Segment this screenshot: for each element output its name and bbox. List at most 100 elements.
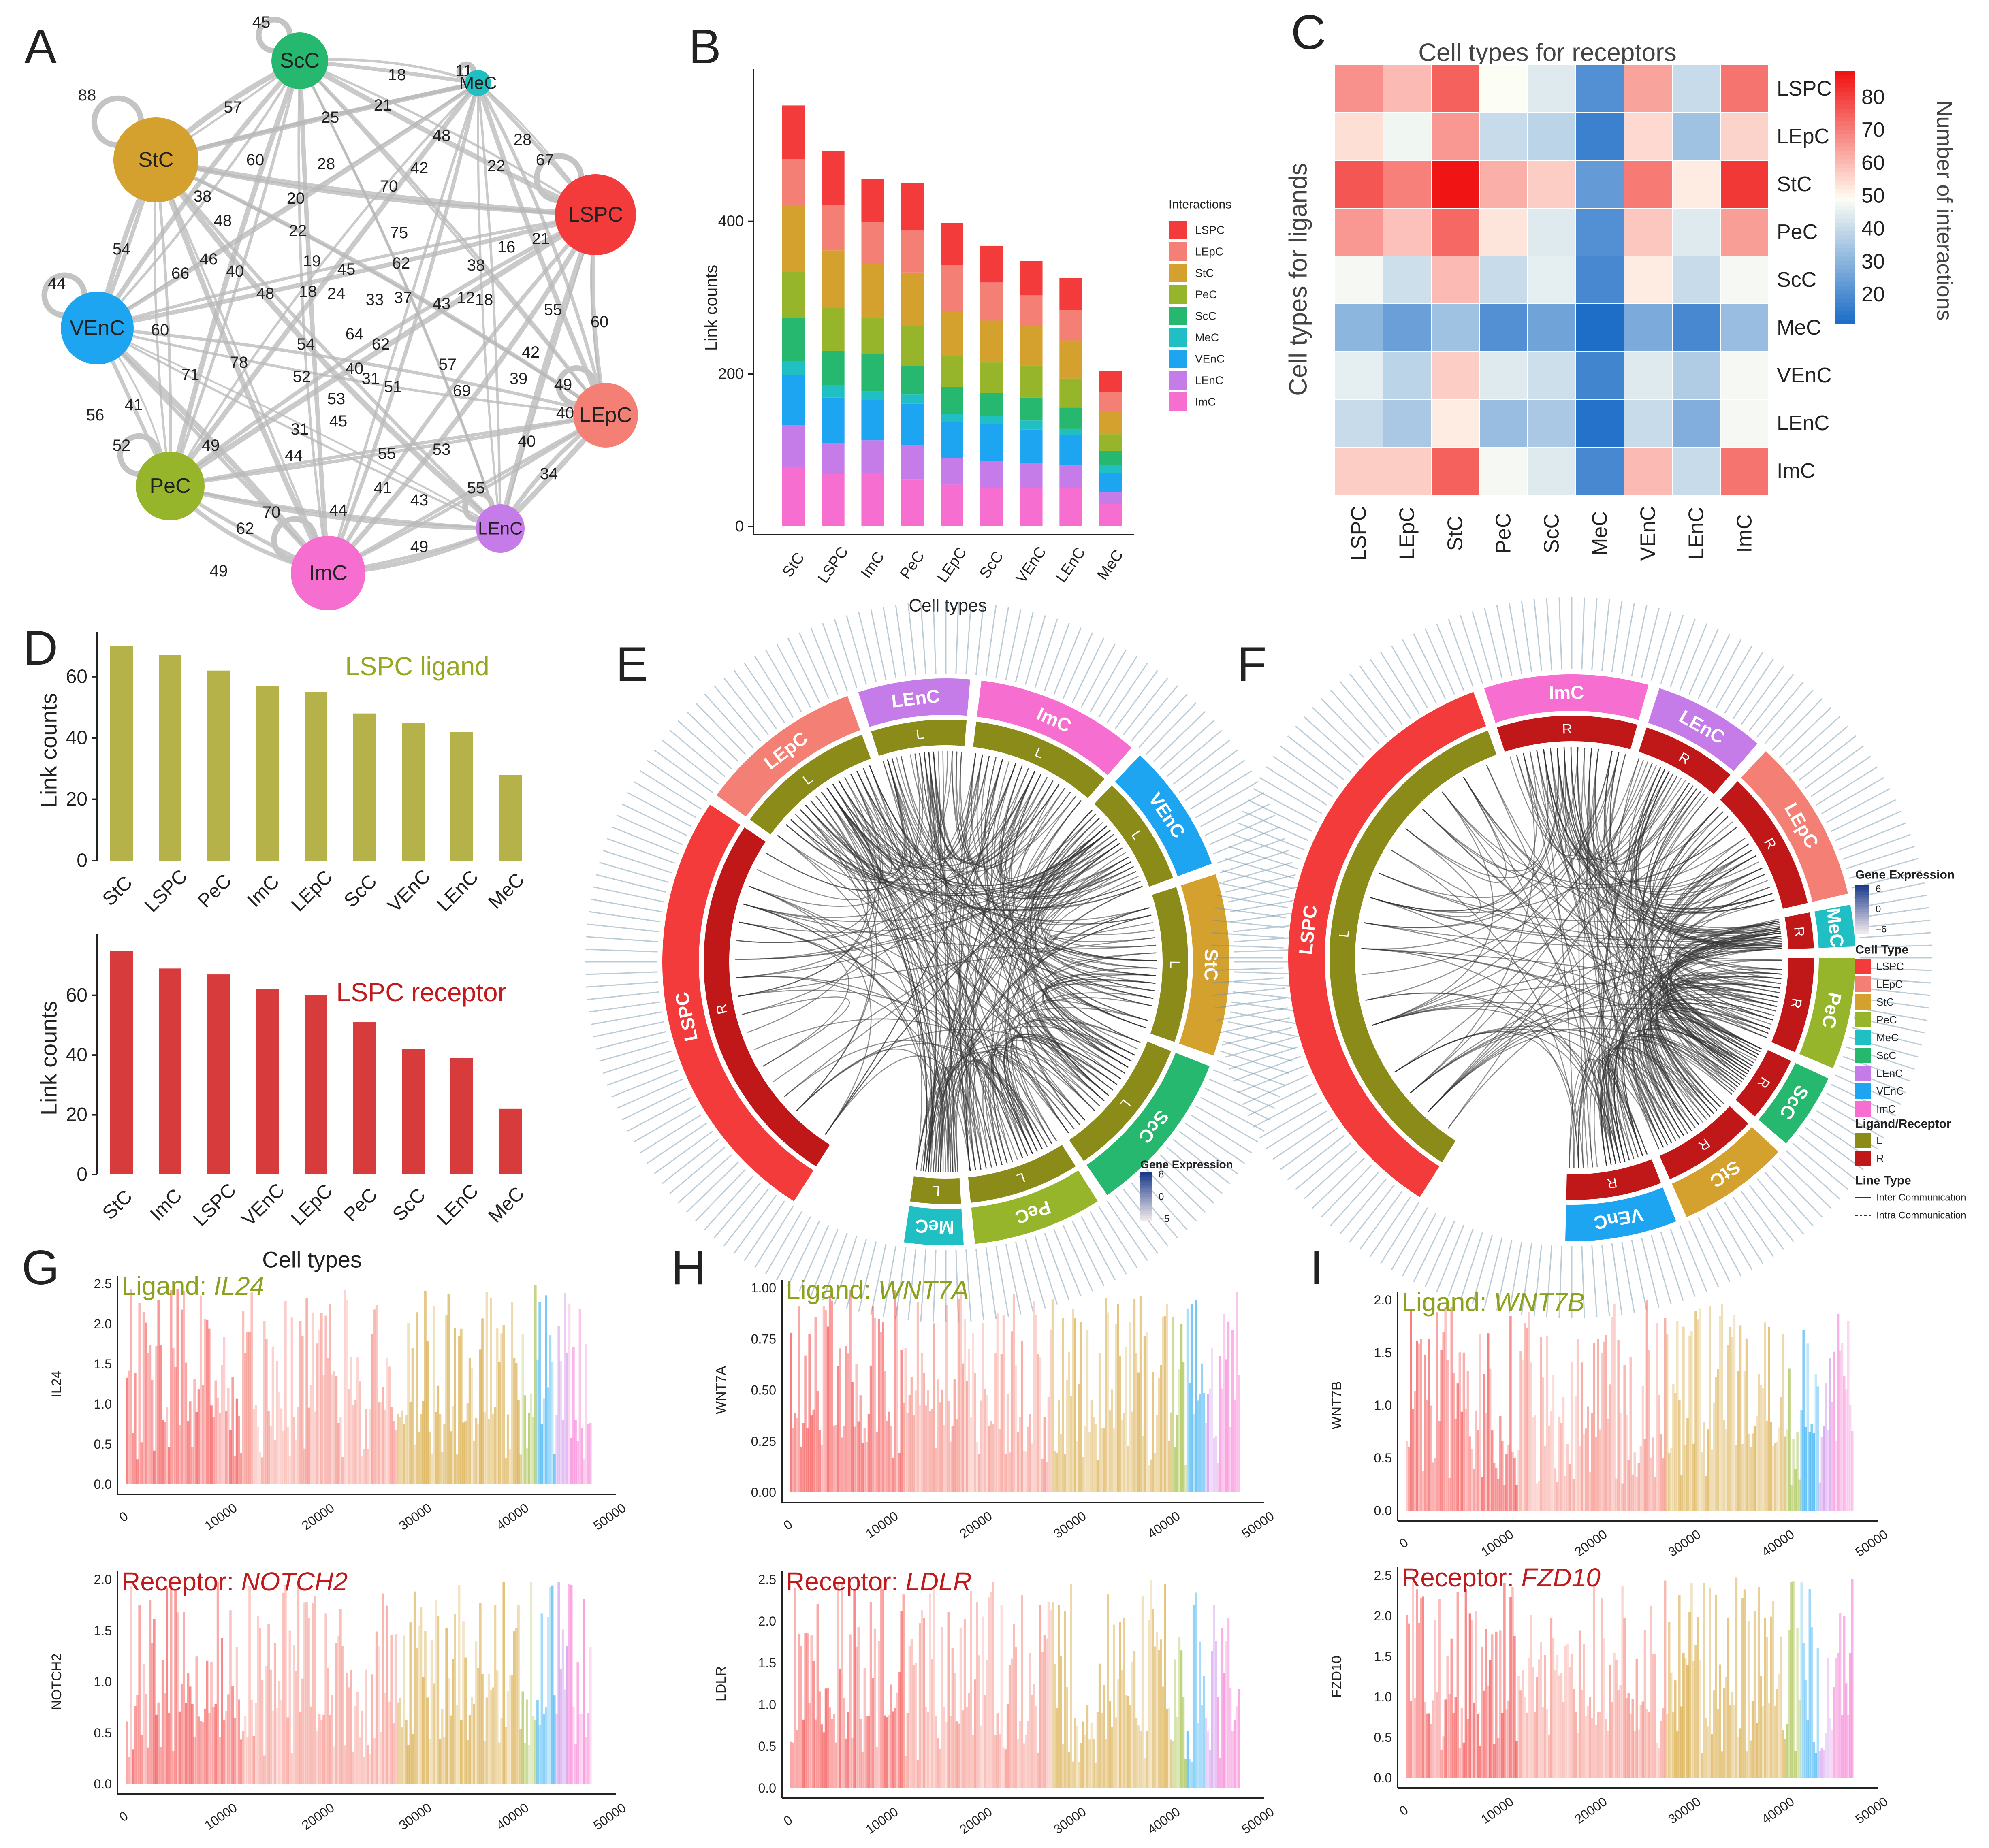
expression-bar <box>982 1323 984 1492</box>
expression-bar <box>1823 1426 1825 1511</box>
expression-bar <box>506 1414 509 1484</box>
expression-bar <box>1037 1752 1040 1788</box>
expression-bar <box>288 1456 291 1484</box>
expression-bar <box>1788 1368 1791 1511</box>
heatmap-row-label: ScC <box>1777 268 1816 292</box>
expression-bar <box>356 1692 359 1784</box>
edge-weight-label: 69 <box>453 382 471 400</box>
expression-bar <box>538 1302 541 1484</box>
chord-sector-venc <box>1115 755 1212 876</box>
expression-bar <box>1593 1584 1595 1778</box>
chord-link <box>988 1036 1121 1165</box>
chord-link <box>1370 897 1781 941</box>
gene-label-tick <box>1831 799 1896 832</box>
expression-bar <box>350 1357 352 1484</box>
gene-label-tick <box>846 615 867 685</box>
gene-label-tick <box>661 1139 719 1185</box>
expression-bar <box>189 1686 192 1784</box>
gene-label-tick <box>1546 1245 1552 1317</box>
legend-swatch <box>1169 307 1187 325</box>
chord-link <box>925 1007 1148 1172</box>
bar-segment <box>782 361 805 375</box>
expression-bar <box>574 1419 577 1484</box>
expression-bar <box>790 1741 792 1788</box>
expression-bar <box>233 1456 236 1484</box>
gene-label-tick <box>1715 1207 1753 1270</box>
expression-bar <box>970 1417 972 1492</box>
chord-link <box>1639 816 1729 1132</box>
legend-tick: 6 <box>1876 884 1881 895</box>
colorbar-segment <box>1835 227 1855 232</box>
expression-bar <box>1055 1453 1058 1492</box>
expression-bar <box>1483 1374 1485 1511</box>
chord-link <box>738 791 869 997</box>
expression-bar <box>1597 1712 1599 1778</box>
expression-bar <box>301 1678 304 1784</box>
expression-bar <box>1462 1742 1465 1778</box>
expression-bar <box>1607 1731 1609 1778</box>
gene-label-tick <box>1005 609 1022 680</box>
expression-bar <box>1761 1706 1764 1778</box>
gene-label-tick <box>1205 1087 1270 1121</box>
expression-bar <box>824 1310 827 1492</box>
expression-bar <box>1503 1485 1506 1511</box>
colorbar-segment <box>1835 235 1855 240</box>
expression-bar <box>185 1703 188 1784</box>
track-title: Ligand: WNT7B <box>1402 1287 1585 1317</box>
expression-bar <box>292 1417 295 1484</box>
gene-label-tick <box>965 602 972 674</box>
colorbar-segment <box>1835 168 1855 173</box>
gene-label-tick <box>1212 977 1284 984</box>
expression-bar <box>134 1706 137 1784</box>
gene-label-tick <box>1857 907 1929 919</box>
expression-bar <box>857 1421 860 1492</box>
chord-lr-band <box>1720 781 1808 909</box>
expression-bar <box>553 1695 556 1784</box>
expression-bar <box>208 1328 211 1484</box>
heatmap-cell <box>1672 64 1721 113</box>
gene-label-tick <box>1044 1232 1070 1301</box>
y-tick-label: 0.5 <box>94 1437 112 1452</box>
expression-bar <box>935 1448 937 1492</box>
expression-bar <box>1674 1393 1677 1511</box>
network-node-stc <box>113 117 198 202</box>
expression-bar <box>1182 1697 1185 1788</box>
gene-label-tick <box>1184 760 1245 801</box>
expression-bar <box>1475 1611 1477 1778</box>
expression-bar <box>1723 1688 1726 1778</box>
expression-bar <box>1843 1376 1846 1511</box>
gene-label-tick <box>1591 1245 1598 1317</box>
chord-link <box>1615 811 1724 1160</box>
expression-bar <box>1150 1579 1152 1788</box>
expression-bar <box>1566 1644 1569 1778</box>
expression-bar <box>959 1627 962 1788</box>
expression-bar <box>1102 1428 1105 1492</box>
expression-bar <box>132 1433 134 1484</box>
expression-bar <box>265 1339 268 1484</box>
expression-bar <box>231 1686 234 1784</box>
expression-bar <box>525 1448 528 1484</box>
expression-bar <box>1446 1360 1449 1511</box>
expression-bar <box>1617 1690 1620 1778</box>
expression-bar <box>327 1358 329 1484</box>
expression-bar <box>1497 1479 1500 1511</box>
expression-bar <box>873 1317 876 1492</box>
heatmap-cell <box>1383 208 1432 256</box>
expression-bar <box>483 1412 486 1484</box>
network-edge <box>497 213 598 529</box>
bar-segment <box>1099 465 1122 473</box>
expression-bar <box>1168 1708 1170 1788</box>
edge-weight-label: 12 <box>457 289 475 307</box>
expression-bar <box>197 1716 200 1784</box>
heatmap-cell <box>1383 256 1432 304</box>
expression-bar <box>1481 1646 1483 1778</box>
expression-bar <box>299 1321 302 1484</box>
expression-bar <box>818 1430 821 1492</box>
gene-label-tick <box>1859 977 1931 984</box>
x-tick-label: ScC <box>340 870 381 912</box>
x-tick-label: 40000 <box>493 1800 531 1833</box>
expression-bar <box>1428 1713 1430 1778</box>
gene-label-tick <box>593 886 664 903</box>
edge-weight-label: 60 <box>151 321 169 339</box>
expression-bar <box>1690 1583 1693 1778</box>
